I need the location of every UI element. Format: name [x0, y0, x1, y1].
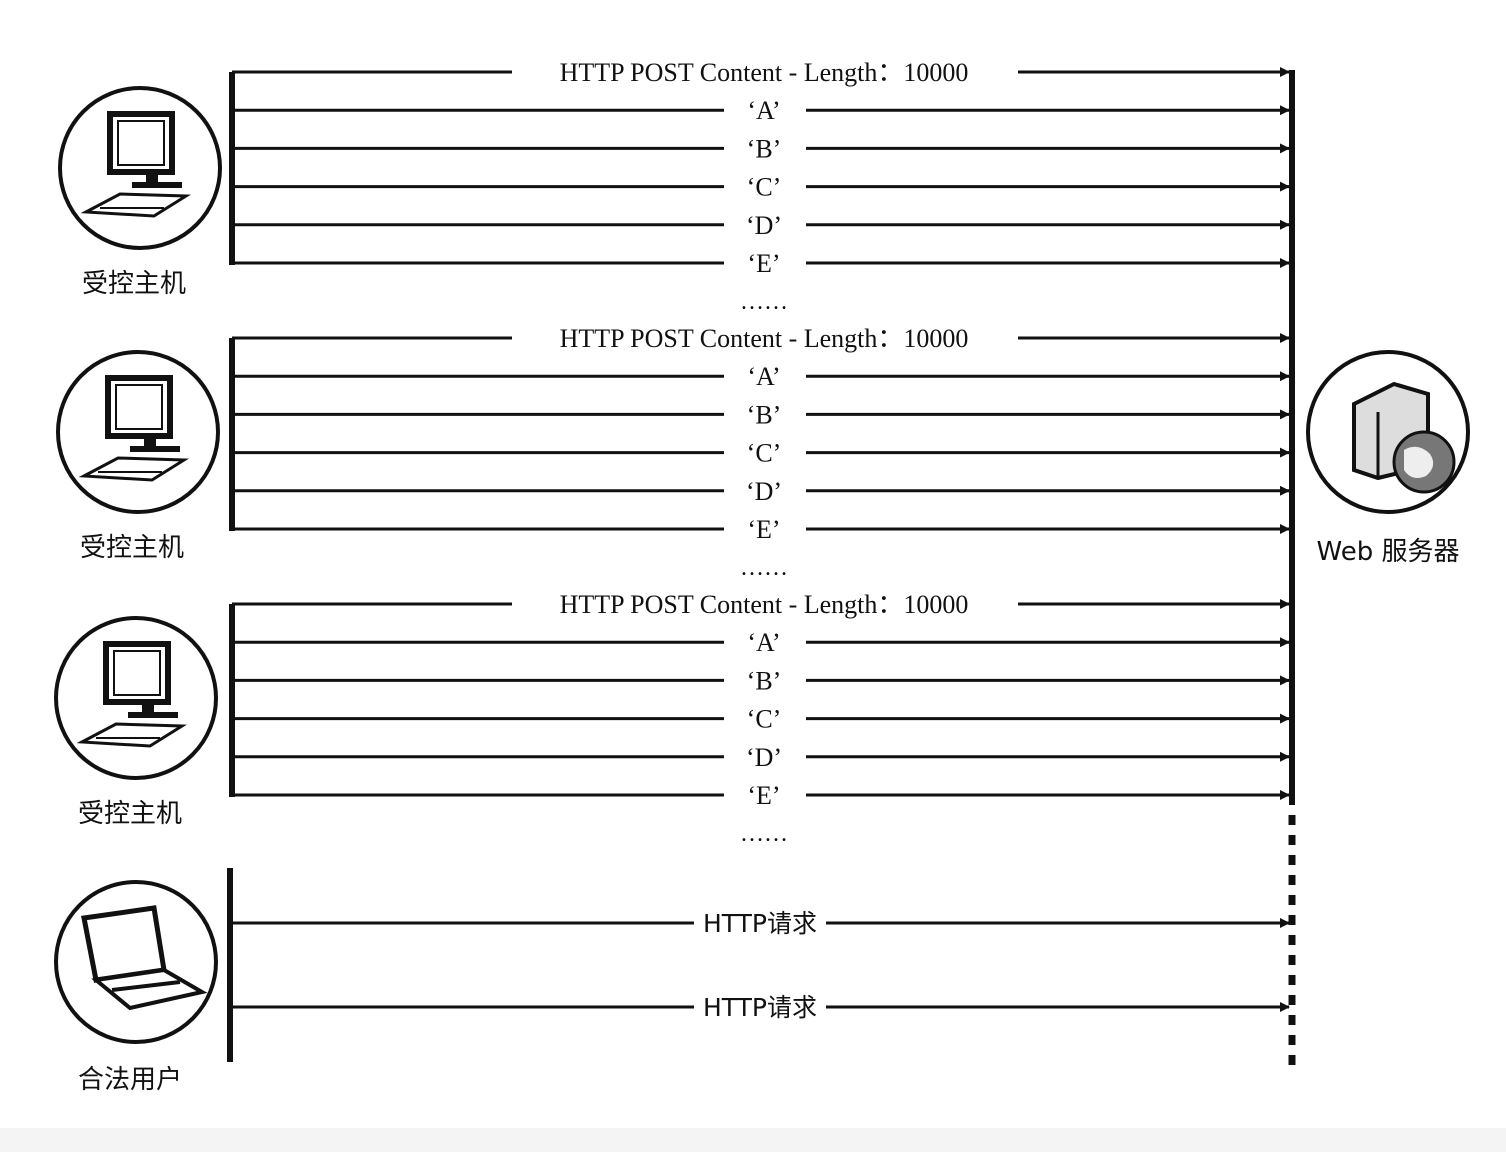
post-header-label: HTTP POST Content - Length：10000	[560, 590, 969, 619]
keyboard-shape	[80, 192, 191, 218]
monitor-base	[130, 446, 180, 452]
host-label: 受控主机	[80, 533, 184, 563]
monitor-base	[128, 712, 178, 718]
screen-shape	[115, 384, 163, 430]
monitor-stand	[142, 702, 154, 712]
monitor-base	[132, 182, 182, 188]
keyboard-shape	[78, 456, 189, 482]
server-label: Web 服务器	[1317, 537, 1460, 567]
laptop-keyboard	[91, 967, 208, 1011]
post-chunk-label: ‘D’	[746, 477, 782, 506]
post-chunk-label: ‘D’	[746, 211, 782, 240]
desktop-computer-icon	[58, 86, 222, 250]
desktop-computer-icon	[56, 350, 220, 514]
post-chunk-label: ‘C’	[747, 705, 782, 734]
monitor-stand	[144, 436, 156, 446]
post-chunk-label: ‘C’	[747, 173, 782, 202]
post-chunk-label: ‘E’	[747, 781, 780, 810]
post-chunk-label: ‘E’	[747, 515, 780, 544]
host-label: 受控主机	[82, 269, 186, 299]
post-chunk-label: ‘D’	[746, 743, 782, 772]
monitor-stand	[146, 172, 158, 182]
post-chunk-label: ‘B’	[747, 400, 782, 429]
host-label: 受控主机	[78, 799, 182, 829]
continuation-ellipsis: ……	[740, 555, 788, 581]
globe-continent	[1404, 446, 1434, 478]
post-header-label: HTTP POST Content - Length：10000	[560, 324, 969, 353]
user-label: 合法用户	[78, 1065, 182, 1095]
desktop-computer-icon	[54, 616, 218, 780]
web-server-globe-icon	[1306, 350, 1470, 514]
post-chunk-label: ‘A’	[747, 628, 780, 657]
laptop-computer-icon	[54, 880, 218, 1044]
laptop-screen	[81, 905, 167, 983]
screen-shape	[117, 120, 165, 166]
continuation-ellipsis: ……	[740, 289, 788, 315]
http-request-label: HTTP请求	[703, 993, 817, 1022]
keyboard-shape	[76, 722, 187, 748]
bottom-band	[0, 1128, 1506, 1152]
post-chunk-label: ‘B’	[747, 666, 782, 695]
post-chunk-label: ‘A’	[747, 362, 780, 391]
continuation-ellipsis: ……	[740, 821, 788, 847]
post-header-label: HTTP POST Content - Length：10000	[560, 58, 969, 87]
http-request-label: HTTP请求	[703, 909, 817, 938]
post-chunk-label: ‘C’	[747, 439, 782, 468]
screen-shape	[113, 650, 161, 696]
post-chunk-label: ‘B’	[747, 134, 782, 163]
post-chunk-label: ‘A’	[747, 96, 780, 125]
post-chunk-label: ‘E’	[747, 249, 780, 278]
laptop-keys	[111, 980, 181, 992]
